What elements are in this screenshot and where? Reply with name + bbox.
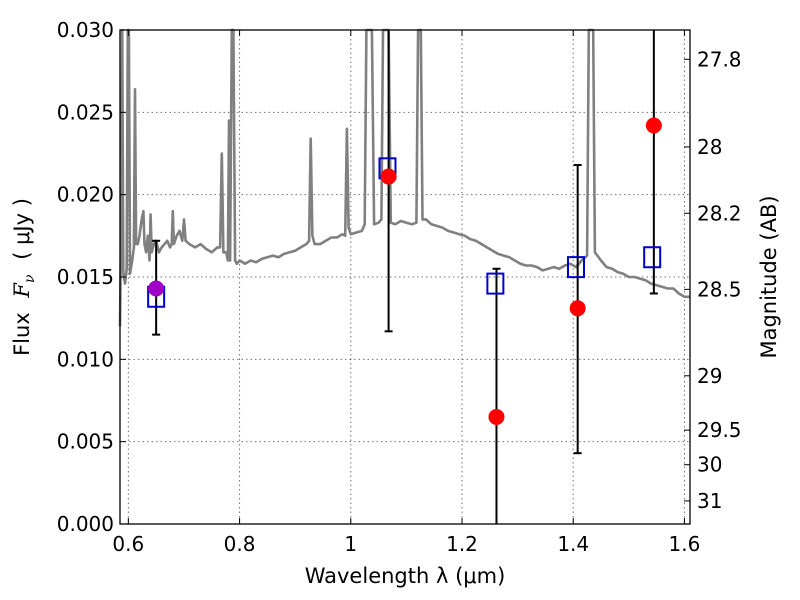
measured-point xyxy=(569,300,586,317)
ticks-layer xyxy=(120,29,690,525)
right-tick-label: 30 xyxy=(697,453,722,477)
right-tick-label: 28.2 xyxy=(697,201,742,225)
measured-point xyxy=(380,168,397,185)
y-tick-label: 0.000 xyxy=(57,512,114,536)
right-tick-label: 28 xyxy=(697,135,722,159)
x-tick-labels: 0.6 0.8 1 1.2 1.4 1.6 xyxy=(112,532,700,556)
y-axis-label-subscript: ν xyxy=(22,274,38,283)
model-point xyxy=(643,246,662,269)
right-tick-label: 31 xyxy=(697,489,722,513)
right-tick-label: 27.8 xyxy=(697,47,742,71)
y-tick-labels: 0.000 0.005 0.010 0.015 0.020 0.025 0.030 xyxy=(57,18,114,536)
y-tick-label: 0.010 xyxy=(57,347,114,371)
x-tick-label: 1 xyxy=(344,532,357,556)
y-tick-label: 0.025 xyxy=(57,100,114,124)
measured-point xyxy=(488,408,505,425)
y-axis-label-math: F xyxy=(10,282,34,299)
x-tick-label: 1.4 xyxy=(557,532,589,556)
right-tick-label: 28.5 xyxy=(697,277,742,301)
y-tick-label: 0.015 xyxy=(57,265,114,289)
y-tick-label: 0.030 xyxy=(57,18,114,42)
y-axis-label: Flux Fν ( μJy ) xyxy=(10,198,39,356)
right-axis-label: Magnitude (AB) xyxy=(757,195,781,358)
model-point xyxy=(567,256,585,279)
spectrum-line xyxy=(118,28,690,327)
x-axis-label: Wavelength λ (μm) xyxy=(305,564,506,588)
x-tick-label: 1.2 xyxy=(446,532,478,556)
spectrum-layer xyxy=(118,28,690,327)
measured-points-layer xyxy=(148,117,662,425)
measured-point xyxy=(148,280,165,297)
x-tick-label: 0.6 xyxy=(112,532,144,556)
measured-point xyxy=(645,117,662,134)
y-axis-label-text: Flux xyxy=(10,312,34,356)
grid-layer xyxy=(120,30,690,524)
x-tick-label: 1.6 xyxy=(669,532,701,556)
right-tick-label: 29.5 xyxy=(697,418,742,442)
model-points-layer xyxy=(147,157,662,308)
y-axis-label-unit: ( μJy ) xyxy=(10,198,34,260)
right-tick-label: 29 xyxy=(697,364,722,388)
right-tick-labels: 27.8 28 28.2 28.5 29 29.5 30 31 xyxy=(697,47,742,513)
x-tick-label: 0.8 xyxy=(224,532,256,556)
model-point xyxy=(486,272,505,295)
y-tick-label: 0.005 xyxy=(57,430,114,454)
y-tick-label: 0.020 xyxy=(57,183,114,207)
